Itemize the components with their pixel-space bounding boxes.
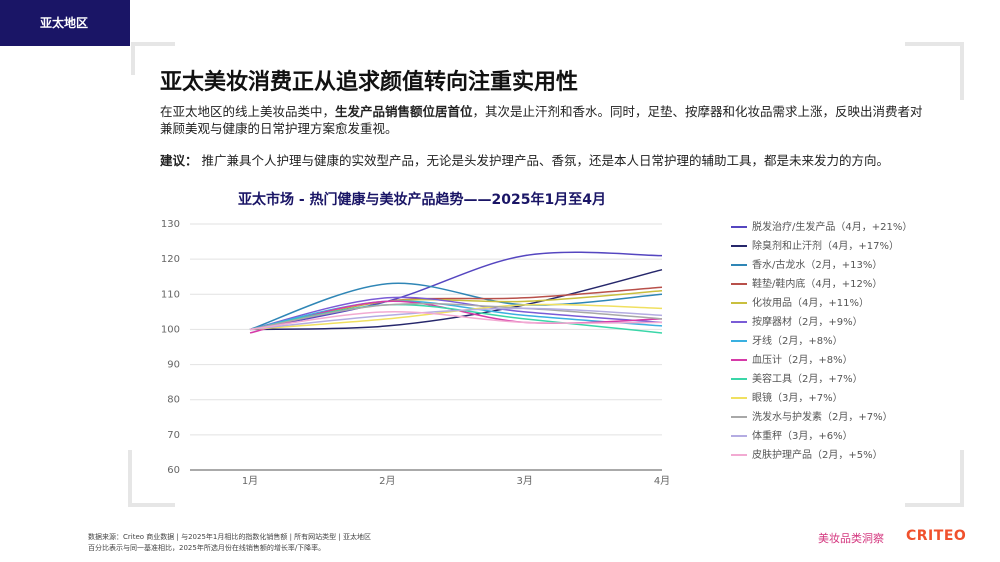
y-tick-label: 90 [167,360,180,371]
source: 数据来源：Criteo 商业数据 | 与2025年1月相比的指数化销售额 | 所… [88,533,371,541]
legend-label: 化妆用品（4月，+11%） [752,296,869,309]
legend-label: 眼镜（3月，+7%） [752,391,843,404]
legend-label: 牙线（2月，+8%） [752,334,843,347]
legend-label: 鞋垫/鞋内底（4月，+12%） [752,277,882,290]
series-line [249,282,663,331]
legend-label: 脱发治疗/生发产品（4月，+21%） [752,220,912,233]
brand-tag: 美妆品类洞察 [818,532,884,545]
advice-label: 建议： [160,153,198,168]
series-line [249,268,663,331]
legend-label: 除臭剂和止汗剂（4月，+17%） [752,239,899,252]
x-tick-label: 4月 [654,475,670,487]
legend-label: 体重秤（3月，+6%） [752,429,853,442]
y-tick-label: 100 [161,324,180,335]
y-tick-label: 60 [167,465,180,476]
intro: 在亚太地区的线上美妆品类中，生发产品销售额位居首位，其次是止汗剂和香水。同时，足… [160,103,930,137]
brand-logo: CRITEO [906,528,967,544]
note: 百分比表示与同一基准相比，2025年所选月份在线销售额的增长率/下降率。 [88,544,326,552]
footer: 数据来源：Criteo 商业数据 | 与2025年1月相比的指数化销售额 | 所… [88,532,371,554]
y-tick-label: 120 [161,254,180,265]
advice-text: 推广兼具个人护理与健康的实效型产品，无论是头发护理产品、香氛，还是本人日常护理的… [201,153,890,168]
series-line [249,307,663,331]
x-tick-label: 3月 [516,475,532,487]
legend-label: 洗发水与护发素（2月，+7%） [752,410,893,423]
intro-text: ，其次是止汗剂和香水。同时，足垫、按摩器和化妆品需求上涨，反映出消费者对兼顾美观… [160,104,923,136]
intro-highlight: 生发产品销售额位居首位 [335,104,473,119]
intro-text: 在亚太地区的线上美妆品类中， [160,104,336,119]
series-line [249,251,663,331]
series-line [249,311,663,331]
legend-label: 按摩器材（2月，+9%） [752,315,863,328]
legend-label: 血压计（2月，+8%） [752,353,853,366]
page-title: 亚太美妆消费正从追求颜值转向注重实用性 [160,70,579,95]
y-tick-label: 70 [167,430,180,441]
chart: 亚太市场 - 热门健康与美妆产品趋势——2025年1月至4月 60 70 80 90 1… [161,191,912,487]
series-line [249,302,663,331]
y-tick-label: 80 [167,395,180,406]
x-tick-label: 1月 [242,475,258,487]
legend-label: 皮肤护理产品（2月，+5%） [752,448,883,461]
region-tag: 亚太地区 [0,0,130,46]
series-line [249,296,663,331]
y-tick-label: 130 [161,219,180,230]
y-tick-label: 110 [161,289,180,300]
advice: 建议： 推广兼具个人护理与健康的实效型产品，无论是头发护理产品、香氛，还是本人日… [160,150,930,169]
x-tick-label: 2月 [379,475,395,487]
legend-label: 美容工具（2月，+7%） [752,372,863,385]
legend-label: 香水/古龙水（2月，+13%） [752,258,882,271]
chart-title: 亚太市场 - 热门健康与美妆产品趋势——2025年1月至4月 [238,191,606,208]
